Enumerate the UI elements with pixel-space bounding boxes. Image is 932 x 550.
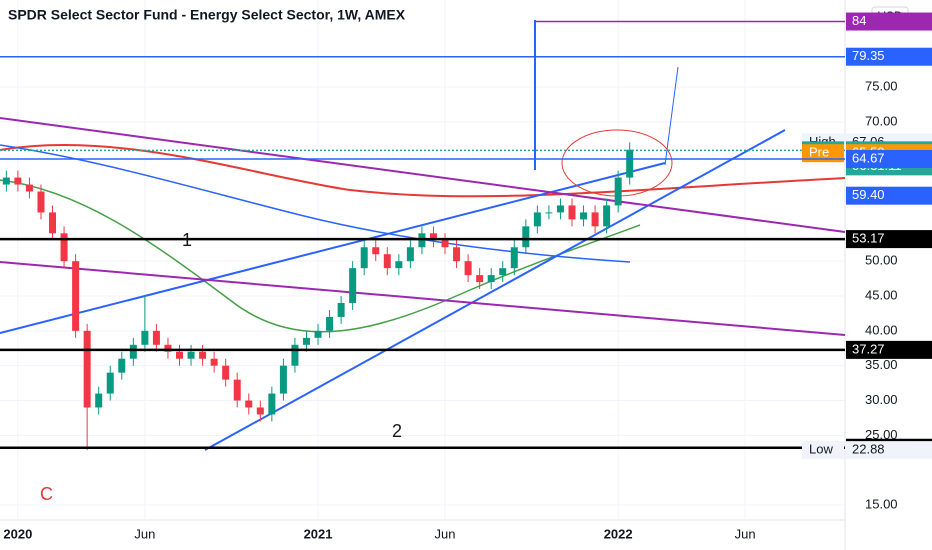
candle-body [568, 205, 576, 220]
price-tag-box [802, 144, 844, 163]
price-label: 22.88 [852, 442, 885, 457]
y-tick-label: 75.00 [865, 78, 898, 93]
price-label: 64.67 [852, 150, 885, 165]
drawings [0, 20, 846, 451]
candle-body [603, 205, 611, 227]
x-tick-label: 2020 [3, 526, 32, 541]
x-tick-label: 2021 [304, 526, 333, 541]
candle-body [429, 233, 437, 241]
candle-body [302, 337, 310, 345]
candle-body [591, 212, 599, 227]
candle-body [510, 247, 518, 269]
price-label-box [846, 340, 932, 359]
moving-average [0, 144, 631, 263]
candle-body [129, 344, 137, 359]
trendline [204, 129, 786, 451]
candle-body [199, 351, 207, 359]
price-label: 59.40 [852, 187, 885, 202]
x-tick-label: Jun [134, 526, 155, 541]
trendline [0, 117, 846, 233]
candle-body [441, 240, 449, 248]
moving-average [0, 144, 846, 198]
y-tick-label: 35.00 [865, 357, 898, 372]
candle-body [14, 177, 22, 185]
price-label: 53.17 [852, 231, 885, 246]
candle-body [268, 393, 276, 415]
candle-body [37, 191, 45, 213]
candle-body [291, 344, 299, 366]
candle-body [49, 212, 57, 234]
price-tag: Low [809, 442, 833, 457]
price-label-box [846, 12, 932, 31]
candle-body [222, 365, 230, 380]
annotation: C [40, 484, 53, 504]
candle-body [372, 247, 380, 255]
candle-body [245, 400, 253, 408]
trendline [0, 261, 846, 336]
price-label-box [846, 47, 932, 66]
candle-body [395, 261, 403, 269]
candle-body [164, 344, 172, 352]
candle-body [522, 226, 530, 248]
candle-body [141, 330, 149, 345]
y-tick-label: 50.00 [865, 253, 898, 268]
price-label-box [846, 230, 932, 249]
candle-body [25, 184, 33, 192]
x-tick-label: Jun [735, 526, 756, 541]
annotation: 2 [392, 421, 402, 441]
x-tick-label: 2022 [604, 526, 633, 541]
price-label-box [846, 186, 932, 205]
y-tick-label: 45.00 [865, 287, 898, 302]
candle-body [60, 233, 68, 262]
candle-body [453, 247, 461, 262]
candle-body [210, 358, 218, 366]
price-tag-box [802, 441, 844, 460]
chart-title: SPDR Select Sector Fund - Energy Select … [8, 7, 406, 23]
candle-body [626, 149, 634, 178]
candle-body [326, 316, 334, 331]
price-label-box [846, 441, 932, 460]
y-tick-label: 25.00 [865, 427, 898, 442]
candle-body [337, 302, 345, 317]
candle-body [464, 261, 472, 276]
candle-body [106, 372, 114, 394]
candle-body [545, 212, 553, 214]
price-label-box [846, 149, 932, 168]
candle-body [279, 365, 287, 394]
candle-body [314, 330, 322, 338]
candle-body [152, 330, 160, 345]
y-tick-label: 70.00 [865, 113, 898, 128]
candle-body [83, 330, 91, 408]
candle-body [476, 275, 484, 283]
y-tick-label: 40.00 [865, 322, 898, 337]
candles [2, 142, 634, 451]
y-tick-label: 30.00 [865, 392, 898, 407]
candle-body [614, 177, 622, 206]
candle-body [487, 275, 495, 283]
candle-body [72, 261, 80, 331]
price-label: 84 [852, 13, 866, 28]
candle-body [556, 205, 564, 213]
candle-body [533, 212, 541, 227]
price-label: 37.27 [852, 341, 885, 356]
candle-body [176, 351, 184, 359]
candle-body [383, 254, 391, 269]
candle-body [118, 358, 126, 373]
candle-body [580, 212, 588, 220]
x-tick-label: Jun [435, 526, 456, 541]
y-tick-label: 15.00 [865, 496, 898, 511]
candle-body [233, 379, 241, 401]
candle-body [406, 247, 414, 262]
candle-body [349, 268, 357, 303]
price-tag: Pre [809, 145, 829, 160]
candle-body [499, 268, 507, 276]
price-label: 79.35 [852, 48, 885, 63]
candle-body [2, 177, 10, 185]
candle-body [95, 393, 103, 408]
trendline [0, 162, 666, 334]
candle-body [256, 407, 264, 415]
candle-body [360, 247, 368, 269]
candle-body [187, 351, 195, 359]
